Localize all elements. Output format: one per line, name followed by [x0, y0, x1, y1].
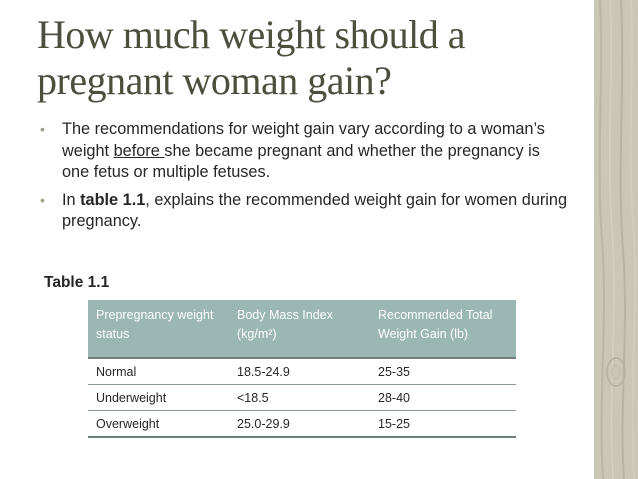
table-header-cell: Body Mass Index (kg/m²) — [229, 300, 370, 359]
weight-gain-table: Prepregnancy weight status Body Mass Ind… — [88, 300, 516, 438]
bullet-text-part: The recommendations for weight gain vary… — [62, 120, 545, 160]
bullet-text-part: In — [62, 190, 81, 209]
bullet-icon: • — [40, 121, 45, 137]
bullet-item: • The recommendations for weight gain va… — [40, 119, 570, 184]
table-cell: 25.0-29.9 — [229, 410, 370, 438]
table-header-cell: Recommended Total Weight Gain (lb) — [370, 300, 516, 359]
table-cell: Overweight — [88, 410, 229, 438]
bullet-underlined-text: before — [113, 141, 165, 160]
bullet-text-part: she became pregnant and whether the preg… — [62, 141, 540, 182]
table-caption: Table 1.1 — [44, 274, 110, 291]
table-cell: 25-35 — [370, 358, 516, 385]
decorative-side-band — [594, 0, 638, 479]
table-cell: <18.5 — [229, 384, 370, 411]
slide-title: How much weight should a pregnant woman … — [37, 12, 465, 103]
table-cell: 15-25 — [370, 410, 516, 438]
table-cell: 18.5-24.9 — [229, 358, 370, 385]
table-row: Overweight 25.0-29.9 15-25 — [88, 410, 516, 438]
table-header-cell: Prepregnancy weight status — [88, 300, 229, 359]
table-row: Underweight <18.5 28-40 — [88, 384, 516, 411]
bullet-list: • The recommendations for weight gain va… — [40, 119, 570, 239]
table-cell: 28-40 — [370, 384, 516, 411]
table-cell: Normal — [88, 358, 229, 385]
bullet-bold-text: table 1.1 — [80, 190, 146, 209]
table-header-row: Prepregnancy weight status Body Mass Ind… — [88, 300, 516, 359]
table-cell: Underweight — [88, 384, 229, 411]
bullet-item: • In table 1.1, explains the recommended… — [40, 190, 570, 233]
table-row: Normal 18.5-24.9 25-35 — [88, 358, 516, 385]
bullet-text-part: , explains the recommended weight gain f… — [62, 190, 568, 231]
wood-texture-graphic — [594, 0, 638, 479]
bullet-icon: • — [40, 191, 45, 208]
slide: How much weight should a pregnant woman … — [0, 0, 594, 479]
